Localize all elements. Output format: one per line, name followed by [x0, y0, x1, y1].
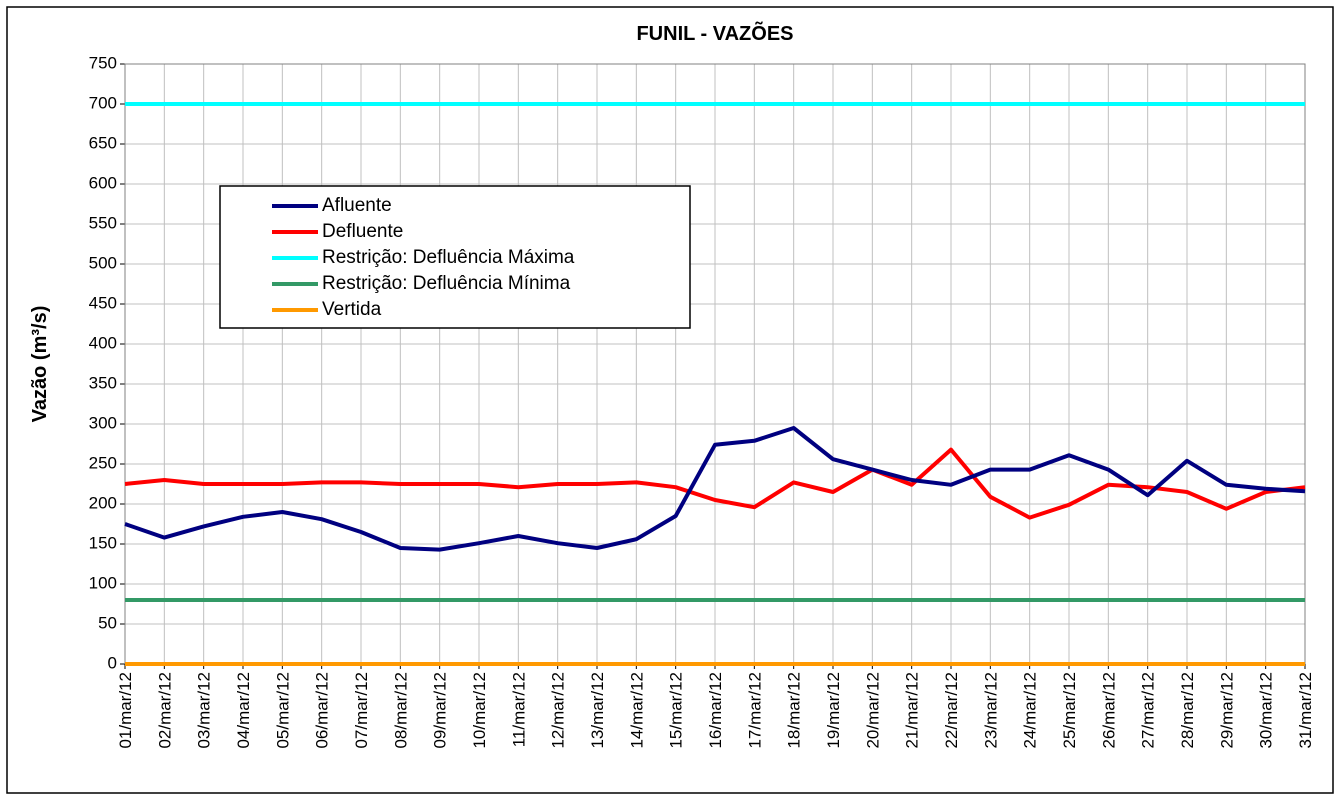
x-tick-label: 09/mar/12: [431, 672, 450, 749]
legend-label: Restrição: Defluência Máxima: [322, 247, 575, 268]
x-tick-label: 19/mar/12: [824, 672, 843, 749]
legend-label: Defluente: [322, 221, 403, 242]
x-tick-label: 28/mar/12: [1178, 672, 1197, 749]
x-tick-label: 20/mar/12: [863, 672, 882, 749]
y-tick-label: 500: [89, 253, 117, 272]
x-tick-label: 11/mar/12: [509, 672, 528, 747]
y-tick-label: 550: [89, 213, 117, 232]
series-line: [124, 447, 1306, 520]
y-tick-label: 150: [89, 533, 117, 552]
x-tick-label: 27/mar/12: [1139, 672, 1158, 749]
x-tick-label: 12/mar/12: [549, 672, 568, 749]
x-tick-label: 02/mar/12: [155, 672, 174, 749]
y-tick-label: 250: [89, 453, 117, 472]
x-tick-label: 26/mar/12: [1099, 672, 1118, 749]
x-tick-label: 14/mar/12: [627, 672, 646, 749]
x-tick-label: 30/mar/12: [1257, 672, 1276, 749]
y-tick-label: 700: [89, 93, 117, 112]
y-tick-label: 750: [89, 53, 117, 72]
x-tick-label: 03/mar/12: [195, 672, 214, 749]
legend-label: Restrição: Defluência Mínima: [322, 273, 571, 294]
chart-title: FUNIL - VAZÕES: [636, 21, 793, 45]
y-tick-label: 600: [89, 173, 117, 192]
x-tick-label: 29/mar/12: [1217, 672, 1236, 749]
x-tick-label: 16/mar/12: [706, 672, 725, 749]
legend: Afluente Defluente Restrição: Defluência M…: [219, 185, 691, 329]
y-tick-label: 650: [89, 133, 117, 152]
y-tick-label: 300: [89, 413, 117, 432]
x-tick-label: 22/mar/12: [942, 672, 961, 749]
y-tick-label: 350: [89, 373, 117, 392]
y-tick-label: 0: [108, 653, 117, 672]
x-tick-label: 08/mar/12: [391, 672, 410, 749]
x-tick-label: 06/mar/12: [313, 672, 332, 749]
x-tick-label: 24/mar/12: [1021, 672, 1040, 749]
x-tick-label: 15/mar/12: [667, 672, 686, 749]
x-tick-label: 04/mar/12: [234, 672, 253, 749]
x-tick-label: 05/mar/12: [273, 672, 292, 749]
y-axis-label: Vazão (m³/s): [29, 306, 51, 423]
y-tick-label: 400: [89, 333, 117, 352]
legend-label: Afluente: [322, 195, 392, 216]
legend-label: Vertida: [322, 299, 382, 320]
x-tick-label: 13/mar/12: [588, 672, 607, 749]
x-tick-label: 07/mar/12: [352, 672, 371, 749]
y-tick-label: 450: [89, 293, 117, 312]
x-tick-label: 17/mar/12: [745, 672, 764, 749]
y-tick-label: 50: [98, 613, 117, 632]
x-tick-label: 25/mar/12: [1060, 672, 1079, 749]
y-tick-label: 100: [89, 573, 117, 592]
x-tick-label: 31/mar/12: [1296, 672, 1315, 749]
x-tick-label: 21/mar/12: [903, 672, 922, 749]
x-tick-label: 18/mar/12: [785, 672, 804, 749]
x-tick-label: 23/mar/12: [981, 672, 1000, 749]
series-line: [124, 426, 1306, 552]
x-tick-label: 10/mar/12: [470, 672, 489, 749]
x-tick-label: 01/mar/12: [116, 672, 135, 749]
y-tick-label: 200: [89, 493, 117, 512]
